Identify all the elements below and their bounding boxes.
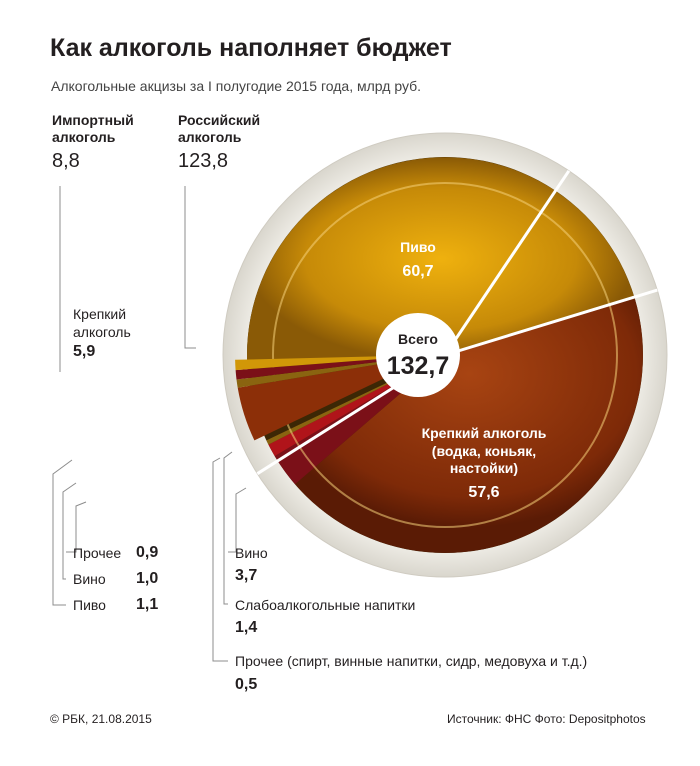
label-other-imp: Прочее xyxy=(73,545,122,561)
leader-other-ru xyxy=(212,457,228,662)
slice-beer-ru xyxy=(247,157,635,361)
slice-separator xyxy=(443,169,571,356)
label-other-ru: Прочее (спирт, винные напитки, сидр, мед… xyxy=(235,653,588,669)
value-light-ru: 1,4 xyxy=(235,619,258,636)
leader-beer-imp xyxy=(52,459,73,606)
label-beer-ru: Пиво xyxy=(400,239,436,255)
slice-separator xyxy=(444,288,658,357)
value-strong-imp: 5,9 xyxy=(73,343,96,360)
label-wine-imp: Вино xyxy=(73,571,106,587)
leader-wine-ru xyxy=(228,487,247,553)
value-wine-imp: 1,0 xyxy=(136,570,159,587)
leader-other-imp xyxy=(66,501,87,553)
label-strong-ru-2: (водка, коньяк, xyxy=(432,443,536,459)
russian-group-name: Российский алкоголь xyxy=(178,112,261,145)
label-beer-imp: Пиво xyxy=(73,597,106,613)
value-wine-ru: 3,7 xyxy=(235,567,258,584)
value-strong-ru: 57,6 xyxy=(468,484,499,501)
center-disc xyxy=(376,313,460,397)
leader-wine-imp xyxy=(62,482,77,580)
slice-strong-ru xyxy=(295,297,643,553)
glass-reflection-ring xyxy=(272,182,618,528)
footer-source: Источник: ФНС Фото: Depositphotos xyxy=(447,712,646,726)
label-strong-ru-3: настойки) xyxy=(450,460,518,476)
center-total-value: 132,7 xyxy=(387,352,450,380)
label-light-ru: Слабоалкогольные напитки xyxy=(235,597,416,613)
leader-light-ru xyxy=(223,451,233,605)
value-other-ru: 0,5 xyxy=(235,676,258,693)
import-group-name: Импортный алкоголь xyxy=(52,112,134,145)
import-group-value: 8,8 xyxy=(52,150,80,172)
russian-group-value: 123,8 xyxy=(178,150,229,172)
center-label: Всего xyxy=(398,331,438,347)
label-wine-ru: Вино xyxy=(235,545,268,561)
value-other-imp: 0,9 xyxy=(136,544,159,561)
value-beer-ru: 60,7 xyxy=(402,263,433,280)
label-strong-ru-1: Крепкий алкоголь xyxy=(422,425,547,441)
value-beer-imp: 1,1 xyxy=(136,596,159,613)
chart-subtitle: Алкогольные акцизы за I полугодие 2015 г… xyxy=(51,78,422,94)
label-strong-imp: Крепкий алкоголь xyxy=(73,306,131,340)
footer-copyright: © РБК, 21.08.2015 xyxy=(50,712,152,726)
chart-title: Как алкоголь наполняет бюджет xyxy=(50,34,452,62)
leader-russian-group xyxy=(184,186,196,349)
